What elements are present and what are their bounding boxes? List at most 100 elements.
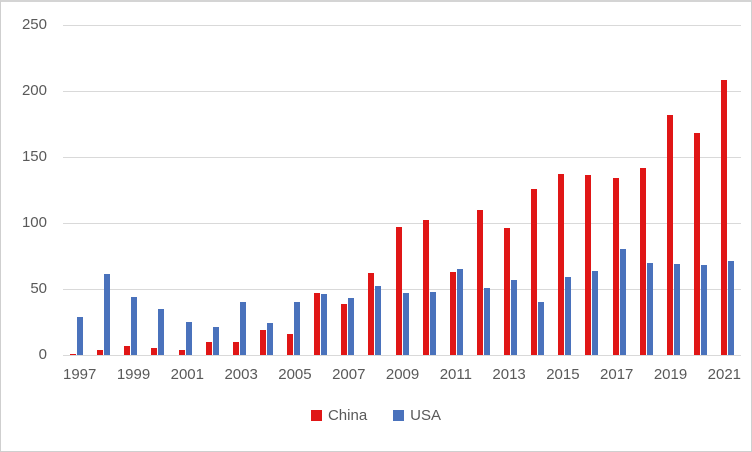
bars-layer xyxy=(63,25,741,355)
bar-usa-2003 xyxy=(239,302,246,355)
bar-china-1999 xyxy=(124,345,131,355)
bar-usa-2017 xyxy=(619,249,626,355)
bar-group-1999 xyxy=(117,25,144,355)
y-axis-tick-label: 150 xyxy=(21,148,47,165)
y-axis-tick-label: 50 xyxy=(30,280,47,297)
x-axis-tick-spacer xyxy=(419,366,439,384)
x-axis-tick-label: 2021 xyxy=(707,366,742,383)
bar-group-2007 xyxy=(334,25,361,355)
bar-usa-2013 xyxy=(511,279,518,355)
y-axis-tick-label: 200 xyxy=(21,82,47,99)
bar-china-2016 xyxy=(585,175,592,355)
y-axis: 0 50 100 150 200 250 xyxy=(1,16,47,363)
bar-china-2017 xyxy=(612,178,619,355)
bar-group-2012 xyxy=(470,25,497,355)
x-axis-tick-label: 2013 xyxy=(492,366,526,383)
bar-group-2003 xyxy=(226,25,253,355)
bar-group-2009 xyxy=(389,25,416,355)
bar-group-2020 xyxy=(687,25,714,355)
gridline-250 xyxy=(63,25,741,26)
legend-label-usa: USA xyxy=(410,407,442,424)
bar-usa-1997 xyxy=(77,316,84,355)
bar-usa-2015 xyxy=(565,277,572,355)
gridline-100 xyxy=(63,223,741,224)
bar-usa-2020 xyxy=(700,265,707,355)
x-axis-tick-label: 2009 xyxy=(385,366,420,383)
bar-china-2013 xyxy=(504,228,511,355)
bar-usa-2016 xyxy=(592,270,599,355)
bar-china-2001 xyxy=(178,349,185,355)
bar-group-1998 xyxy=(90,25,117,355)
bar-usa-2019 xyxy=(673,263,680,355)
bar-group-2004 xyxy=(253,25,280,355)
gridline-0 xyxy=(63,355,741,356)
bar-china-2012 xyxy=(476,209,483,355)
x-axis-tick-label: 2017 xyxy=(600,366,634,383)
bar-group-2016 xyxy=(578,25,605,355)
bar-usa-2008 xyxy=(375,286,382,355)
gridline-150 xyxy=(63,157,741,158)
bar-china-2002 xyxy=(205,341,212,355)
bar-group-2006 xyxy=(307,25,334,355)
x-axis-tick-label: 2003 xyxy=(224,366,258,383)
bar-china-2014 xyxy=(531,188,538,355)
bar-group-2013 xyxy=(497,25,524,355)
plot-area xyxy=(63,25,741,356)
bar-china-2005 xyxy=(287,333,294,355)
y-axis-tick-label: 0 xyxy=(38,346,47,363)
x-axis-tick-label: 2011 xyxy=(439,366,472,383)
bar-china-2003 xyxy=(232,341,239,355)
x-axis-tick-label: 2019 xyxy=(653,366,688,383)
x-axis-tick-spacer xyxy=(365,366,385,384)
gridline-50 xyxy=(63,289,741,290)
bar-china-2006 xyxy=(314,292,321,355)
bar-usa-2021 xyxy=(728,261,735,355)
x-axis: 1997 1999 2001 2003 2005 2007 2009 2011 2013 2015… xyxy=(63,366,741,384)
x-axis-tick-spacer xyxy=(687,366,707,384)
bar-china-1998 xyxy=(97,349,104,355)
bar-china-2000 xyxy=(151,348,158,355)
bar-usa-2002 xyxy=(212,327,219,355)
bar-usa-2009 xyxy=(402,292,409,355)
bar-usa-2012 xyxy=(483,287,490,355)
bar-usa-2011 xyxy=(456,269,463,355)
bar-group-2015 xyxy=(551,25,578,355)
x-axis-tick-spacer xyxy=(312,366,332,384)
bar-china-2011 xyxy=(449,271,456,355)
x-axis-tick-spacer xyxy=(150,366,170,384)
bar-usa-2007 xyxy=(348,298,355,355)
bar-china-2008 xyxy=(368,273,375,355)
legend-label-china: China xyxy=(327,407,368,424)
bar-usa-2004 xyxy=(266,323,273,355)
x-axis-tick-label: 2005 xyxy=(278,366,312,383)
bar-usa-2005 xyxy=(294,302,301,355)
bar-usa-2001 xyxy=(185,322,192,355)
bar-usa-2010 xyxy=(429,291,436,355)
bar-group-2000 xyxy=(144,25,171,355)
bar-usa-2014 xyxy=(538,302,545,355)
x-axis-tick-label: 2001 xyxy=(170,366,204,383)
x-axis-tick-spacer xyxy=(633,366,653,384)
bar-usa-2018 xyxy=(646,262,653,355)
bar-china-2018 xyxy=(639,167,646,355)
bar-group-2019 xyxy=(660,25,687,355)
bar-china-2010 xyxy=(422,220,429,355)
x-axis-tick-label: 2007 xyxy=(332,366,366,383)
x-axis-tick-label: 2015 xyxy=(546,366,580,383)
bar-china-1997 xyxy=(70,353,77,355)
x-axis-tick-spacer xyxy=(526,366,546,384)
bar-china-2009 xyxy=(395,226,402,355)
bar-group-2005 xyxy=(280,25,307,355)
y-axis-tick-label: 100 xyxy=(21,214,47,231)
bar-group-2014 xyxy=(524,25,551,355)
x-axis-tick-spacer xyxy=(204,366,224,384)
legend-swatch-usa xyxy=(393,410,405,421)
bar-group-2018 xyxy=(633,25,660,355)
bar-china-2019 xyxy=(666,114,673,355)
bar-china-2015 xyxy=(558,174,565,355)
x-axis-tick-spacer xyxy=(580,366,600,384)
x-axis-tick-spacer xyxy=(472,366,492,384)
bar-usa-2000 xyxy=(158,308,165,355)
gridline-200 xyxy=(63,91,741,92)
